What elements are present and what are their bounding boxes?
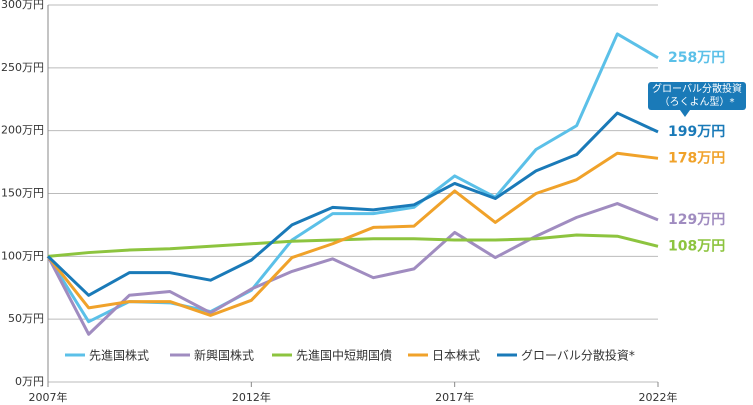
annotation-text: （ろくよん型）*: [660, 95, 735, 108]
y-tick-label: 50万円: [8, 312, 44, 325]
legend-label: 先進国中短期国債: [296, 348, 392, 363]
series-line: [46, 32, 659, 324]
y-tick-label: 300万円: [1, 0, 44, 11]
x-tick-label: 2022年: [639, 390, 678, 404]
legend-label: 先進国株式: [89, 348, 149, 363]
x-tick-label: 2017年: [435, 390, 474, 404]
series-line: [47, 233, 659, 258]
annotation-pointer: [680, 110, 690, 117]
legend-label: グローバル分散投資*: [521, 348, 635, 363]
legend-label: 新興国株式: [194, 348, 254, 363]
series-line: [46, 111, 659, 297]
y-tick-label: 150万円: [1, 187, 44, 200]
end-label: 129万円: [668, 212, 725, 228]
end-label: 108万円: [668, 238, 725, 254]
legend-label: 日本株式: [432, 348, 480, 363]
x-tick-label: 2012年: [232, 390, 271, 404]
end-label: 258万円: [668, 50, 725, 66]
series-line: [46, 202, 659, 336]
end-label: 178万円: [668, 150, 725, 166]
y-tick-label: 100万円: [1, 249, 44, 262]
series-line: [46, 151, 659, 317]
annotation-box: [648, 82, 746, 110]
y-tick-label: 0万円: [15, 375, 44, 388]
end-label: 199万円: [668, 124, 725, 140]
annotation-text: グローバル分散投資: [652, 82, 742, 95]
y-tick-label: 200万円: [1, 124, 44, 137]
x-tick-label: 2007年: [29, 390, 68, 404]
y-tick-label: 250万円: [1, 61, 44, 74]
